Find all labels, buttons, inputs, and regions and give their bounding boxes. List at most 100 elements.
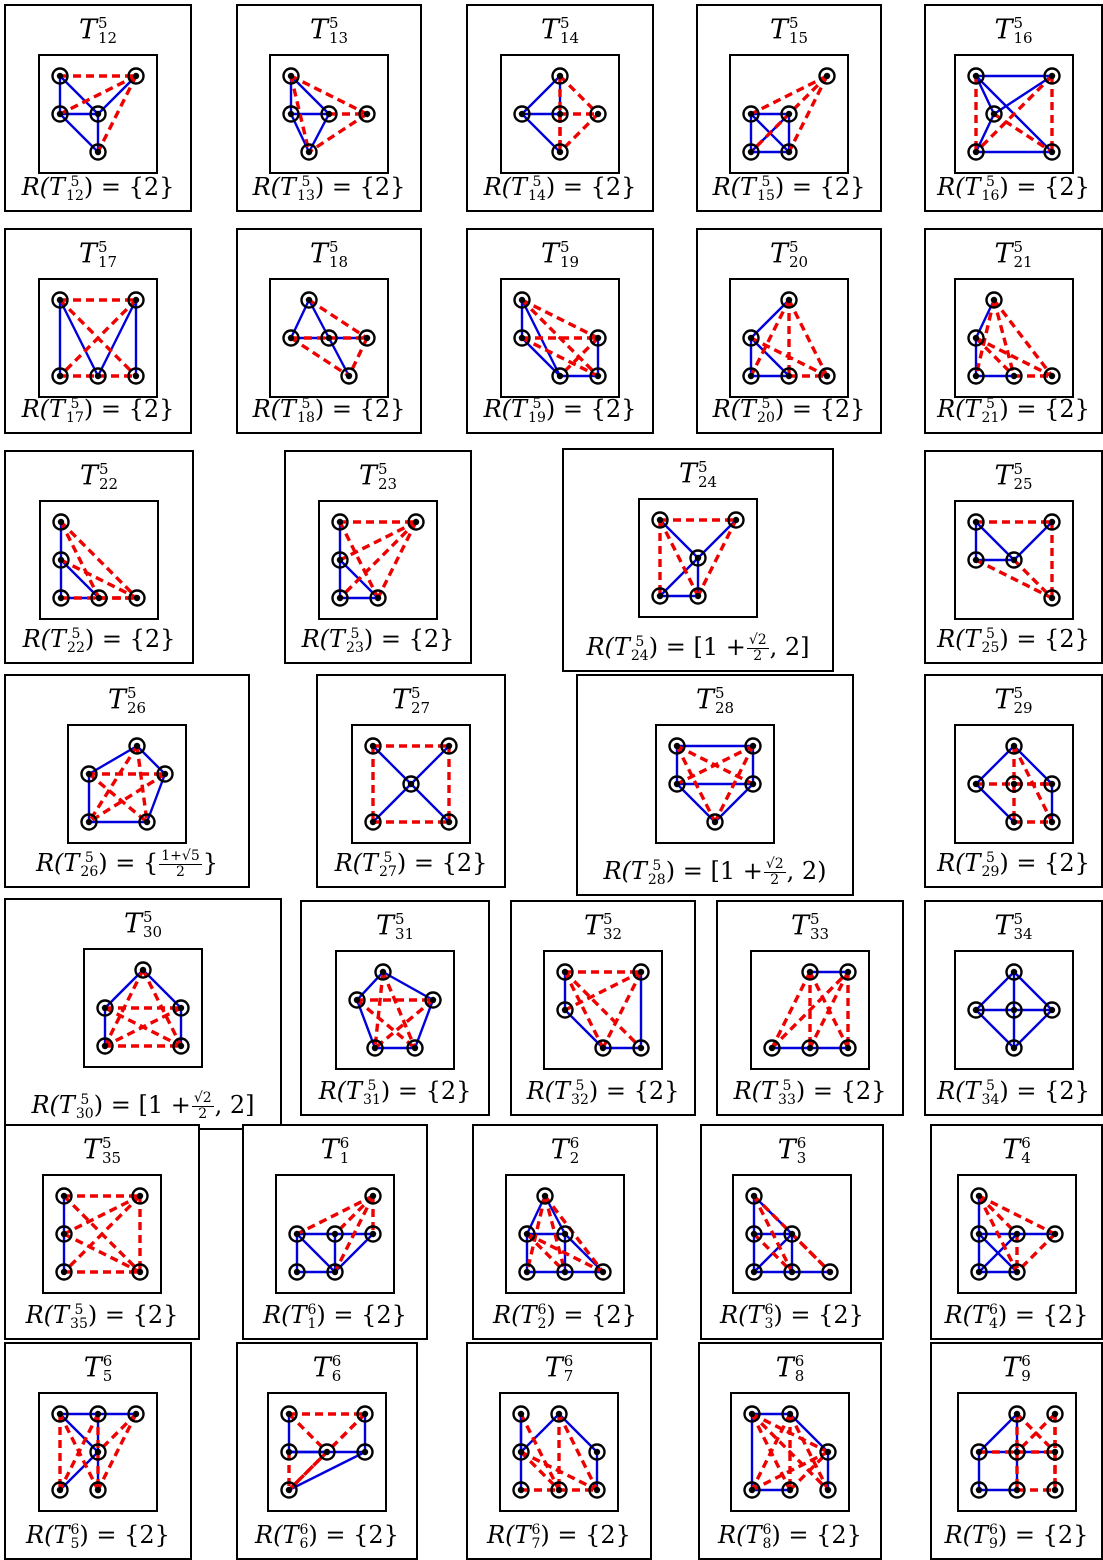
graph-title-base: T — [83, 1352, 102, 1384]
vertex-dot — [748, 1410, 756, 1418]
graph-title-superscript: 5 — [697, 457, 708, 476]
graph-cell-T6-8: T 6 8 R(T 6 8) = {2} — [698, 1342, 882, 1560]
graph-title: T 5 16 — [926, 10, 1101, 50]
range-label-superscript: 6 — [537, 1301, 547, 1318]
vertex-ring — [90, 589, 108, 607]
vertex-dot — [556, 148, 564, 156]
range-label-r: R( — [334, 849, 363, 877]
vertex-dot — [732, 516, 740, 524]
graph-title-subscript: 30 — [142, 922, 163, 941]
range-label-r: R( — [720, 1301, 748, 1329]
graph-drawing — [513, 67, 607, 161]
graph-box — [655, 724, 775, 844]
graph-title: T 5 23 — [286, 456, 470, 496]
graph-title-base: T — [550, 1134, 569, 1166]
graph-title-indices: 5 14 — [560, 15, 579, 46]
vertex-ring — [742, 143, 760, 161]
graph-title-subscript: 32 — [602, 924, 623, 943]
graph-title-superscript: 5 — [97, 13, 108, 32]
solid-edge — [521, 337, 561, 377]
vertex-ring — [288, 1263, 306, 1281]
dashed-edge — [104, 1006, 182, 1048]
range-label-r: R( — [21, 173, 50, 201]
range-label-superscript: 5 — [301, 395, 311, 412]
vertex-dot — [132, 372, 140, 380]
vertex-ring — [340, 367, 358, 385]
range-label-t: T — [53, 1301, 70, 1329]
range-label-t: T — [514, 1521, 531, 1549]
range-label-indices: 5 22 — [67, 627, 85, 655]
graph-title-base: T — [994, 14, 1013, 46]
graph-title-base: T — [309, 14, 328, 46]
vertex-ring — [781, 1405, 799, 1423]
vertex-dot — [517, 1410, 525, 1418]
solid-edge — [978, 1413, 1018, 1453]
vertex-ring — [780, 291, 798, 309]
vertex-ring — [967, 143, 985, 161]
dashed-edge — [770, 970, 850, 1050]
graph-title-indices: 5 28 — [715, 685, 734, 716]
range-label-indices: 5 16 — [982, 175, 1000, 203]
range-label-subscript: 12 — [66, 187, 84, 204]
vertex-ring — [55, 1187, 73, 1205]
vertex-ring — [742, 329, 760, 347]
graph-drawing — [745, 1187, 839, 1281]
range-label-t: T — [740, 395, 757, 423]
graph-title: T 5 26 — [6, 680, 248, 720]
graph-box — [730, 1392, 850, 1512]
fraction-numerator: √2 — [191, 1090, 214, 1107]
fraction-denominator: 2 — [770, 872, 780, 888]
range-label-value: = {2} — [562, 173, 637, 201]
vertex-dot — [133, 742, 141, 750]
vertex-ring — [689, 549, 707, 567]
vertex-dot — [637, 968, 645, 976]
solid-edge — [750, 337, 790, 377]
graph-cell-T5-13: T 5 13 R(T 5 13) = {2} — [236, 4, 422, 212]
dashed-edge — [750, 1413, 792, 1491]
graph-cell-T5-17: T 5 17 R(T 5 17) = {2} — [4, 228, 192, 434]
vertex-ring — [632, 963, 650, 981]
solid-edge — [564, 1233, 604, 1273]
solid-edge — [59, 75, 99, 115]
vertex-dot — [361, 1448, 369, 1456]
graph-title-superscript: 5 — [809, 909, 820, 928]
vertex-ring — [967, 775, 985, 793]
vertex-dot — [823, 72, 831, 80]
graph-title-indices: 5 18 — [329, 239, 348, 270]
vertex-dot — [94, 1410, 102, 1418]
range-label-t: T — [971, 1301, 988, 1329]
range-label-t: T — [554, 1077, 571, 1105]
range-label: R(T 5 12) = {2} — [6, 167, 190, 207]
vertex-dot — [445, 742, 453, 750]
range-label: R(T 5 32) = {2} — [512, 1071, 694, 1111]
dashed-edge — [521, 298, 599, 340]
range-label-r: R( — [937, 625, 965, 653]
vertex-dot — [975, 1230, 983, 1238]
vertex-dot — [972, 372, 980, 380]
range-label-superscript: 6 — [988, 1301, 998, 1318]
dashed-edge — [289, 75, 311, 153]
graph-box — [267, 1392, 387, 1512]
vertex-ring — [783, 1263, 801, 1281]
range-label-superscript: 6 — [988, 1521, 998, 1538]
solid-edge — [334, 1233, 374, 1273]
vertex-ring — [156, 765, 174, 783]
vertex-ring — [51, 367, 69, 385]
graph-cell-T5-16: T 5 16 R(T 5 16) = {2} — [924, 4, 1103, 212]
range-label-value: = {2} — [1016, 625, 1090, 653]
vertex-dot — [599, 1268, 607, 1276]
range-label-subscript: 34 — [981, 1091, 1000, 1108]
range-label-subscript: 9 — [988, 1535, 998, 1552]
solid-edge — [1013, 971, 1053, 1011]
vertex-dot — [555, 1410, 563, 1418]
vertex-dot — [161, 770, 169, 778]
graph-title: T 5 27 — [318, 680, 504, 720]
dashed-edge — [63, 1232, 141, 1274]
vertex-dot — [374, 594, 382, 602]
vertex-dot — [57, 594, 65, 602]
dashed-edge — [675, 745, 717, 823]
